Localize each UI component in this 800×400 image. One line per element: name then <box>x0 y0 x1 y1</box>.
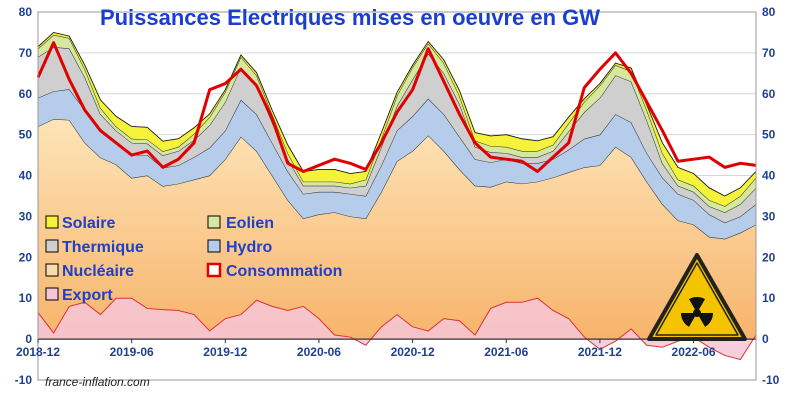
legend-label-thermique: Thermique <box>62 239 144 256</box>
y-tick-label-left: 30 <box>19 209 33 223</box>
axes <box>37 11 757 381</box>
legend-swatch-consommation <box>206 262 222 278</box>
line-consommation <box>36 41 757 173</box>
y-tick-label-left: 70 <box>19 46 33 60</box>
y-tick-label-right: 70 <box>762 46 776 60</box>
x-tick-label: 2019-12 <box>203 345 247 359</box>
chart-title: Puissances Electriques mises en oeuvre e… <box>100 5 600 30</box>
y-axis-right-ticks: -10 0 10 20 30 40 50 60 70 80 <box>762 5 780 387</box>
legend-swatch-export <box>45 287 59 301</box>
radiation-hazard-icon <box>647 253 747 341</box>
stacked-areas <box>37 31 757 360</box>
y-tick-label-right: 60 <box>762 87 776 101</box>
y-tick-label-right: 20 <box>762 250 776 264</box>
series-lines <box>36 41 757 361</box>
y-tick-label-left: 0 <box>25 332 32 346</box>
x-tick-label: 2018-12 <box>16 345 60 359</box>
y-tick-label-right: 80 <box>762 5 776 19</box>
x-axis-ticks: 2018-12 2019-06 2019-12 2020-06 2020-12 2021-… <box>16 339 716 359</box>
y-tick-label-left: 50 <box>19 128 33 142</box>
legend-swatch-nucleaire <box>45 263 59 277</box>
y-tick-label-right: 40 <box>762 169 776 183</box>
x-tick-label: 2020-06 <box>297 345 341 359</box>
area-nucleaire <box>38 119 756 340</box>
legend-label-eolien: Eolien <box>226 215 274 232</box>
y-tick-label-left: 80 <box>19 5 33 19</box>
legend-swatch-thermique <box>45 239 59 253</box>
legend-label-hydro: Hydro <box>226 239 272 256</box>
legend-label-solaire: Solaire <box>62 215 115 232</box>
y-tick-label-right: 30 <box>762 209 776 223</box>
legend-swatch-eolien <box>207 215 221 229</box>
y-tick-label-right: 50 <box>762 128 776 142</box>
y-tick-label-left: 60 <box>19 87 33 101</box>
y-tick-label-right: -10 <box>762 373 780 387</box>
legend-label-consommation: Consommation <box>226 263 342 280</box>
x-tick-label: 2022-06 <box>672 345 716 359</box>
legend-label-export: Export <box>62 287 113 304</box>
y-tick-label-left: 20 <box>19 250 33 264</box>
line-export <box>37 297 757 361</box>
legend: Solaire Eolien Thermique Hydro Nucléaire… <box>45 215 342 304</box>
y-axis-left-ticks: -10 0 10 20 30 40 50 60 70 80 <box>15 5 33 387</box>
x-tick-label: 2020-12 <box>391 345 435 359</box>
x-tick-label: 2019-06 <box>110 345 154 359</box>
y-tick-label-right: 10 <box>762 291 776 305</box>
y-tick-label-right: 0 <box>762 332 769 346</box>
legend-swatch-solaire <box>45 215 59 229</box>
legend-swatch-hydro <box>207 239 221 253</box>
y-tick-label-left: -10 <box>15 373 33 387</box>
x-tick-label: 2021-12 <box>578 345 622 359</box>
y-tick-label-left: 40 <box>19 169 33 183</box>
x-tick-label: 2021-06 <box>484 345 528 359</box>
area-export <box>38 298 756 360</box>
legend-label-nucleaire: Nucléaire <box>62 263 134 280</box>
watermark: france-inflation.com <box>45 375 150 389</box>
y-tick-label-left: 10 <box>19 291 33 305</box>
plot-frame <box>37 11 757 381</box>
